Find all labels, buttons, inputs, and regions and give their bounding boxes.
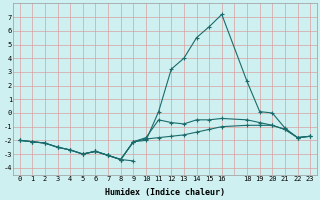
X-axis label: Humidex (Indice chaleur): Humidex (Indice chaleur) — [105, 188, 225, 197]
